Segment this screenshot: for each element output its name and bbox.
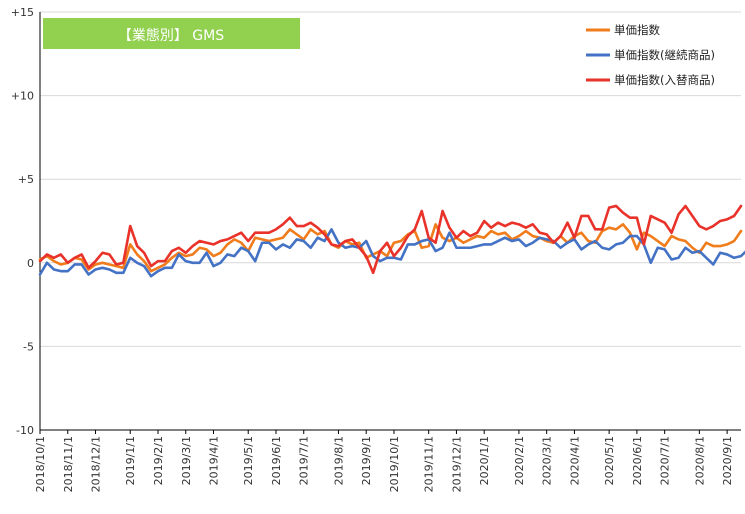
x-tick-label: 2020/7/1 (659, 436, 672, 485)
x-tick-label: 2019/3/1 (180, 436, 193, 485)
legend-label-1: 単価指数 (614, 23, 660, 37)
x-tick-label: 2019/1/1 (124, 436, 137, 485)
series-line-3 (38, 204, 743, 275)
x-tick-label: 2019/11/1 (423, 436, 436, 492)
x-tick-label: 2020/8/1 (693, 436, 706, 485)
x-tick-label: 2020/9/1 (721, 436, 734, 485)
x-tick-label: 2020/2/1 (513, 436, 526, 485)
x-tick-label: 2019/9/1 (360, 436, 373, 485)
y-tick-label: -5 (23, 340, 34, 353)
x-tick-label: 2020/5/1 (603, 436, 616, 485)
y-tick-label: +10 (11, 90, 34, 103)
x-tick-label: 2019/7/1 (298, 436, 311, 485)
x-tick-label: 2020/3/1 (541, 436, 554, 485)
y-tick-label: -10 (16, 424, 34, 437)
x-tick-label: 2020/6/1 (631, 436, 644, 485)
y-tick-label: +15 (11, 6, 34, 19)
x-tick-label: 2019/2/1 (152, 436, 165, 485)
x-tick-label: 2019/6/1 (270, 436, 283, 485)
x-tick-label: 2019/12/1 (450, 436, 463, 492)
x-tick-label: 2019/4/1 (208, 436, 221, 485)
x-tick-label: 2018/11/1 (62, 436, 75, 492)
chart-title: 【業態別】 GMS (118, 28, 224, 44)
x-tick-label: 2019/10/1 (388, 436, 401, 492)
x-tick-label: 2020/4/1 (568, 436, 581, 485)
chart-title-box: 【業態別】 GMS (43, 18, 300, 49)
x-tick-label: 2018/12/1 (90, 436, 103, 492)
x-tick-label: 2019/8/1 (332, 436, 345, 485)
y-tick-label: +5 (18, 173, 34, 186)
x-tick-label: 2020/1/1 (478, 436, 491, 485)
gridlines (40, 11, 741, 347)
chart-title-background (43, 18, 300, 49)
series-line-2 (38, 228, 745, 278)
x-tick-label: 2018/10/1 (34, 436, 47, 492)
x-tick-label: 2019/5/1 (242, 436, 255, 485)
y-tick-label: 0 (27, 257, 34, 270)
series-lines (38, 204, 745, 278)
legend-label-2: 単価指数(継続商品) (614, 48, 715, 62)
legend-label-3: 単価指数(入替商品) (614, 73, 715, 87)
